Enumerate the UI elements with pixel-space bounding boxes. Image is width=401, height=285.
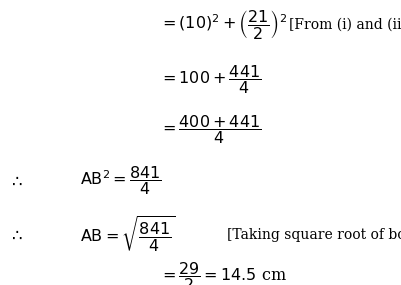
Text: $= \dfrac{29}{2} = 14.5$ cm: $= \dfrac{29}{2} = 14.5$ cm	[158, 260, 286, 285]
Text: $\mathrm{AB} = \sqrt{\dfrac{841}{4}}$: $\mathrm{AB} = \sqrt{\dfrac{841}{4}}$	[80, 215, 175, 255]
Text: $\therefore$: $\therefore$	[8, 227, 23, 244]
Text: $\therefore$: $\therefore$	[8, 172, 23, 190]
Text: $= 100 + \dfrac{441}{4}$: $= 100 + \dfrac{441}{4}$	[158, 63, 261, 96]
Text: [Taking square root of both sides]: [Taking square root of both sides]	[227, 228, 401, 242]
Text: $\mathrm{AB}^2 = \dfrac{841}{4}$: $\mathrm{AB}^2 = \dfrac{841}{4}$	[80, 164, 162, 198]
Text: $= \dfrac{400 + 441}{4}$: $= \dfrac{400 + 441}{4}$	[158, 113, 261, 146]
Text: $= (10)^2 + \left(\dfrac{21}{2}\right)^2$: $= (10)^2 + \left(\dfrac{21}{2}\right)^2…	[158, 8, 286, 41]
Text: [From (i) and (ii)]: [From (i) and (ii)]	[289, 17, 401, 31]
